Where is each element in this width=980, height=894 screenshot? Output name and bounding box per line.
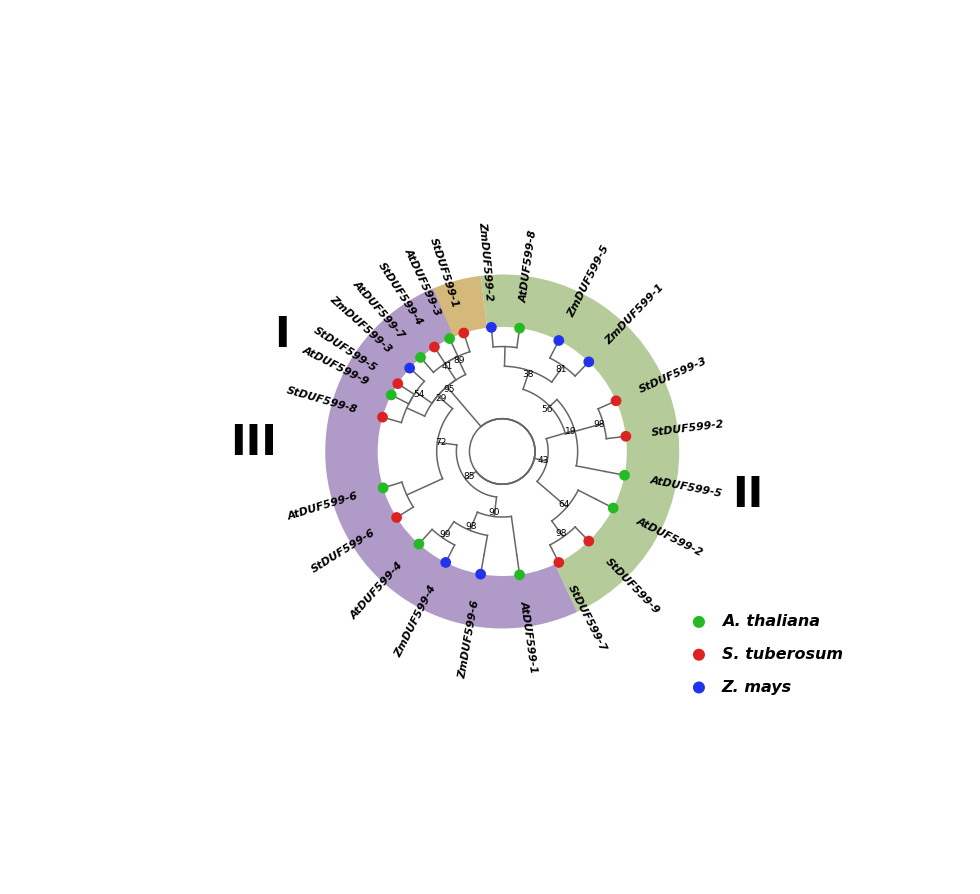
Text: 56: 56 <box>541 405 553 414</box>
Point <box>691 647 707 662</box>
Text: AtDUF599-3: AtDUF599-3 <box>403 247 443 316</box>
Text: 41: 41 <box>442 362 453 371</box>
Text: III: III <box>230 422 276 464</box>
Text: 64: 64 <box>559 500 569 509</box>
Text: 90: 90 <box>489 508 501 517</box>
Text: ZmDUF599-2: ZmDUF599-2 <box>477 222 494 301</box>
Text: 95: 95 <box>444 385 455 394</box>
Point <box>551 333 566 348</box>
Text: 38: 38 <box>522 370 534 379</box>
Point <box>512 568 527 582</box>
Text: 81: 81 <box>555 365 566 374</box>
Text: AtDUF599-1: AtDUF599-1 <box>518 600 538 674</box>
Text: 98: 98 <box>594 420 606 429</box>
Point <box>456 325 471 340</box>
Point <box>426 340 442 354</box>
Point <box>691 615 707 629</box>
Text: AtDUF599-7: AtDUF599-7 <box>352 279 407 341</box>
Text: StDUF599-4: StDUF599-4 <box>376 261 424 328</box>
Text: 98: 98 <box>555 529 566 538</box>
Point <box>483 320 499 334</box>
Point <box>375 481 391 495</box>
Point <box>691 680 707 695</box>
Text: 99: 99 <box>439 530 451 539</box>
Text: AtDUF599-9: AtDUF599-9 <box>300 345 370 387</box>
Point <box>551 555 566 569</box>
Text: 85: 85 <box>464 472 474 482</box>
Text: StDUF599-2: StDUF599-2 <box>652 419 725 438</box>
Text: StDUF599-9: StDUF599-9 <box>604 556 662 616</box>
Text: 54: 54 <box>414 390 424 399</box>
Point <box>383 388 399 402</box>
Text: 89: 89 <box>453 356 465 365</box>
Text: ZmDUF599-6: ZmDUF599-6 <box>458 599 481 679</box>
Point <box>472 567 488 581</box>
Text: AtDUF599-8: AtDUF599-8 <box>518 229 538 303</box>
Text: ZmDUF599-5: ZmDUF599-5 <box>566 244 612 319</box>
Text: 43: 43 <box>538 456 549 465</box>
Wedge shape <box>325 289 577 628</box>
Text: AtDUF599-6: AtDUF599-6 <box>286 491 360 522</box>
Text: 72: 72 <box>435 438 447 447</box>
Text: StDUF599-1: StDUF599-1 <box>428 237 461 309</box>
Point <box>606 501 621 515</box>
Point <box>389 510 405 525</box>
Point <box>618 429 634 443</box>
Point <box>390 376 406 391</box>
Wedge shape <box>480 274 679 611</box>
Text: II: II <box>732 474 763 516</box>
Text: AtDUF599-2: AtDUF599-2 <box>634 516 705 558</box>
Point <box>411 537 426 552</box>
Text: S. tuberosum: S. tuberosum <box>722 647 843 662</box>
Text: A. thaliana: A. thaliana <box>722 614 820 629</box>
Text: StDUF599-7: StDUF599-7 <box>566 584 609 654</box>
Text: StDUF599-8: StDUF599-8 <box>285 385 359 415</box>
Point <box>581 355 597 369</box>
Point <box>512 321 527 335</box>
Wedge shape <box>342 275 487 399</box>
Text: 98: 98 <box>466 522 477 531</box>
Point <box>442 332 458 346</box>
Text: StDUF599-6: StDUF599-6 <box>310 527 377 575</box>
Point <box>413 350 428 365</box>
Text: AtDUF599-5: AtDUF599-5 <box>650 476 723 499</box>
Point <box>609 393 624 408</box>
Text: StDUF599-5: StDUF599-5 <box>312 325 378 374</box>
Text: 19: 19 <box>565 427 576 436</box>
Text: ZmDUF599-1: ZmDUF599-1 <box>604 283 665 347</box>
Point <box>402 361 417 375</box>
Point <box>616 468 632 483</box>
Point <box>374 410 390 425</box>
Text: Z. mays: Z. mays <box>722 680 792 695</box>
Point <box>438 555 454 569</box>
Text: AtDUF599-4: AtDUF599-4 <box>349 561 405 621</box>
Text: ZmDUF599-4: ZmDUF599-4 <box>393 584 438 659</box>
Point <box>581 534 597 548</box>
Text: I: I <box>274 314 290 356</box>
Text: StDUF599-3: StDUF599-3 <box>638 356 710 395</box>
Text: ZmDUF599-3: ZmDUF599-3 <box>327 293 394 354</box>
Text: 29: 29 <box>435 394 446 403</box>
